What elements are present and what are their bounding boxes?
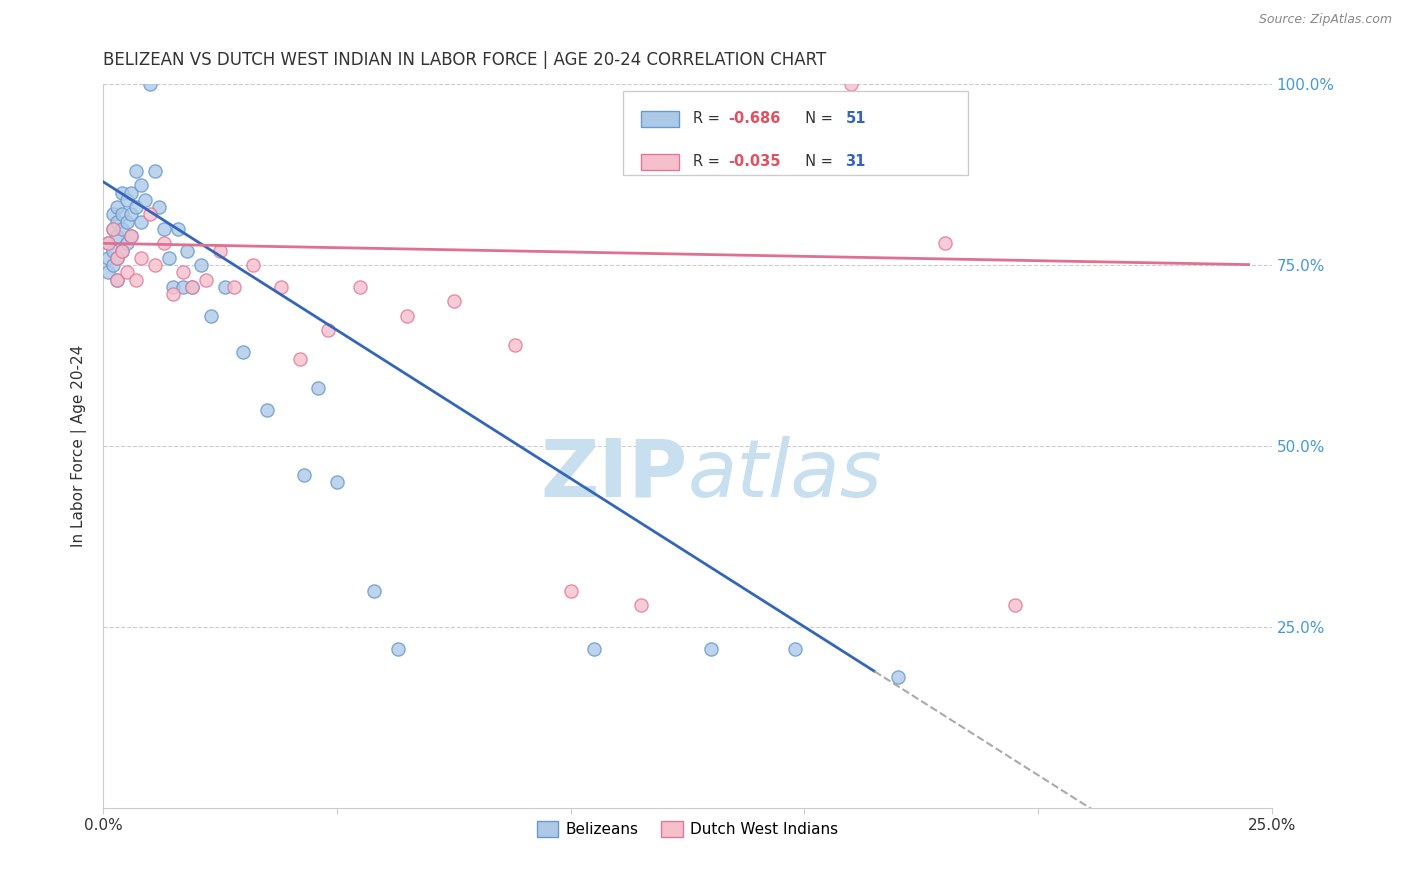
Point [97, 251, 120, 265]
Point [934, 236, 956, 251]
Point [157, 251, 180, 265]
Text: atlas: atlas [688, 436, 883, 514]
FancyBboxPatch shape [623, 91, 969, 175]
Point [167, 222, 190, 236]
Text: -0.686: -0.686 [728, 112, 780, 127]
Point [148, 200, 170, 214]
Point [1004, 598, 1026, 612]
Point [153, 222, 176, 236]
Point [120, 229, 142, 244]
Point [583, 641, 606, 656]
Point [153, 236, 176, 251]
Point [134, 193, 156, 207]
Point [115, 193, 138, 207]
FancyBboxPatch shape [641, 153, 679, 169]
Legend: Belizeans, Dutch West Indians: Belizeans, Dutch West Indians [530, 815, 845, 844]
Point [172, 279, 194, 293]
Point [97, 236, 120, 251]
Point [256, 402, 278, 417]
Point [181, 279, 204, 293]
Point [111, 207, 134, 221]
FancyBboxPatch shape [641, 111, 679, 127]
Point [115, 265, 138, 279]
Point [105, 214, 128, 228]
Point [224, 279, 246, 293]
Point [129, 214, 152, 228]
Point [139, 77, 162, 91]
Point [316, 323, 339, 337]
Point [887, 671, 910, 685]
Point [105, 251, 128, 265]
Point [101, 244, 124, 258]
Point [162, 279, 184, 293]
Point [200, 309, 222, 323]
Point [101, 207, 124, 221]
Point [143, 164, 166, 178]
Point [242, 258, 264, 272]
Point [307, 381, 329, 395]
Text: R =: R = [693, 154, 725, 169]
Point [101, 222, 124, 236]
Point [209, 244, 232, 258]
Text: N =: N = [796, 154, 838, 169]
Point [105, 229, 128, 244]
Text: BELIZEAN VS DUTCH WEST INDIAN IN LABOR FORCE | AGE 20-24 CORRELATION CHART: BELIZEAN VS DUTCH WEST INDIAN IN LABOR F… [103, 51, 827, 69]
Point [111, 244, 134, 258]
Point [387, 641, 409, 656]
Point [105, 272, 128, 286]
Point [195, 272, 218, 286]
Point [700, 641, 723, 656]
Point [190, 258, 212, 272]
Point [181, 279, 204, 293]
Point [363, 583, 385, 598]
Point [115, 236, 138, 251]
Point [120, 229, 142, 244]
Point [111, 186, 134, 200]
Point [162, 287, 184, 301]
Point [101, 258, 124, 272]
Point [125, 272, 148, 286]
Point [232, 344, 254, 359]
Point [349, 279, 371, 293]
Point [783, 641, 806, 656]
Point [176, 244, 198, 258]
Point [560, 583, 582, 598]
Point [120, 186, 142, 200]
Point [292, 467, 315, 482]
Text: 31: 31 [845, 154, 866, 169]
Point [105, 251, 128, 265]
Point [125, 200, 148, 214]
Point [129, 251, 152, 265]
Point [120, 207, 142, 221]
Point [630, 598, 652, 612]
Point [115, 214, 138, 228]
Point [139, 207, 162, 221]
Point [97, 265, 120, 279]
Point [839, 77, 862, 91]
Point [443, 294, 465, 309]
Point [270, 279, 292, 293]
Point [143, 258, 166, 272]
Text: ZIP: ZIP [540, 436, 688, 514]
Text: R =: R = [693, 112, 725, 127]
Text: 51: 51 [845, 112, 866, 127]
Point [214, 279, 236, 293]
Point [326, 475, 349, 489]
Text: N =: N = [796, 112, 838, 127]
Point [396, 309, 419, 323]
Point [111, 244, 134, 258]
Point [105, 200, 128, 214]
Point [288, 352, 311, 367]
Point [125, 164, 148, 178]
Point [172, 265, 194, 279]
Text: -0.035: -0.035 [728, 154, 780, 169]
Point [97, 236, 120, 251]
Y-axis label: In Labor Force | Age 20-24: In Labor Force | Age 20-24 [72, 345, 87, 547]
Point [101, 222, 124, 236]
Point [503, 337, 526, 351]
Point [105, 272, 128, 286]
Point [129, 178, 152, 193]
Text: Source: ZipAtlas.com: Source: ZipAtlas.com [1258, 13, 1392, 27]
Point [111, 222, 134, 236]
